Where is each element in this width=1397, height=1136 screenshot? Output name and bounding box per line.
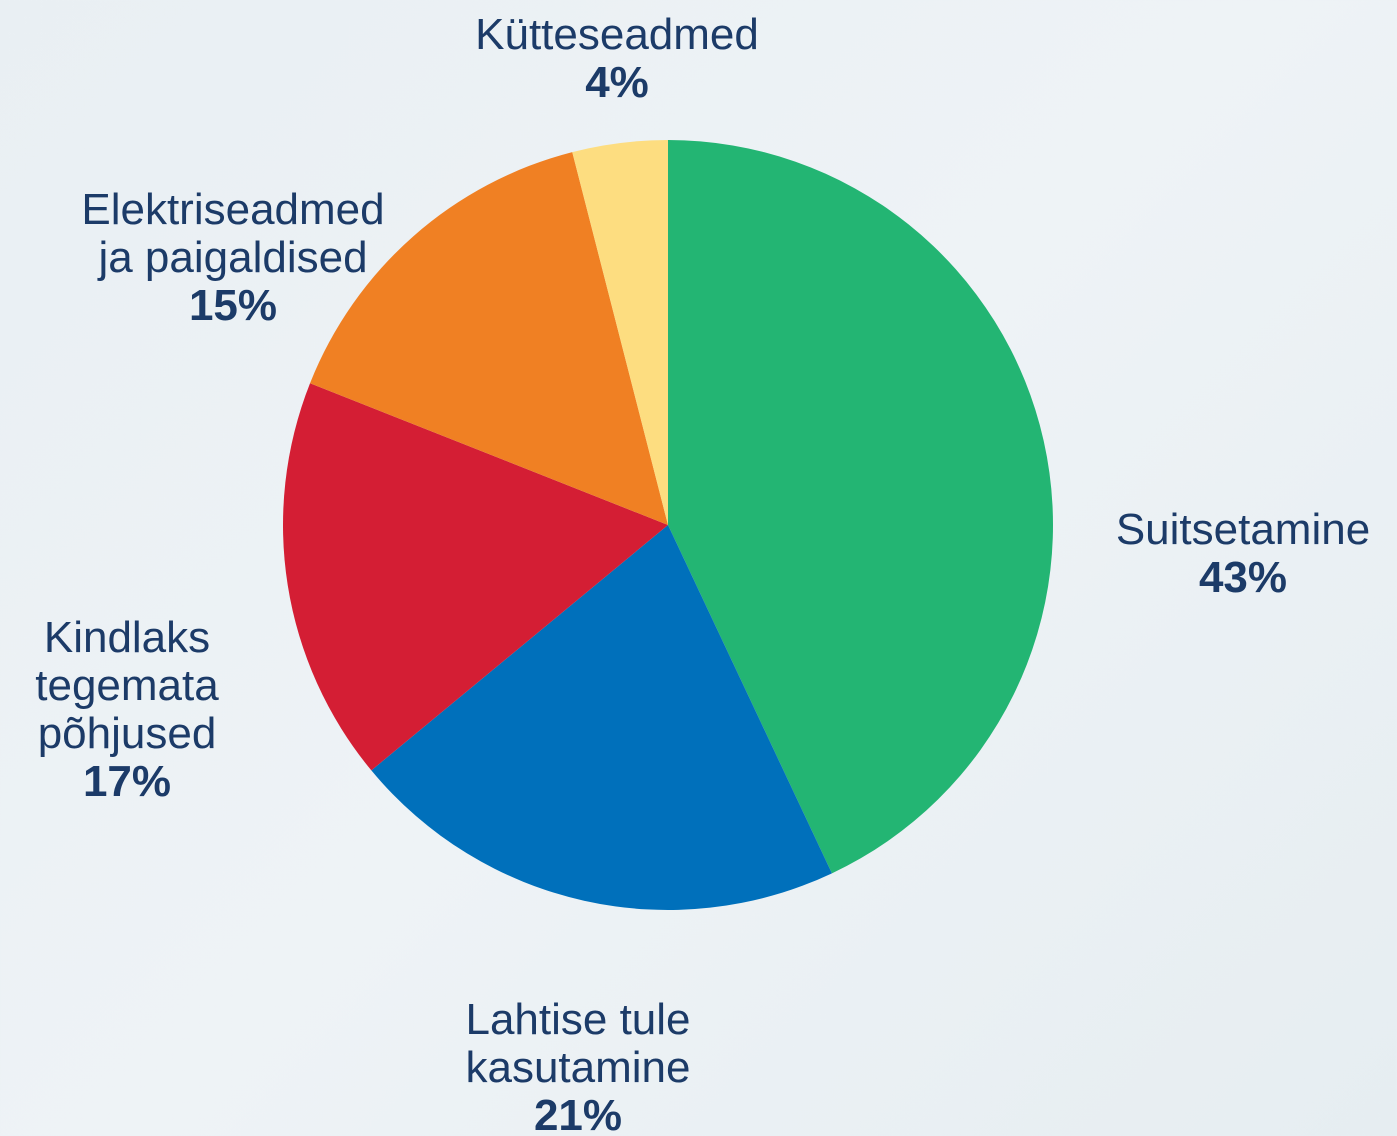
slice-label: Kütteseadmed 4%: [475, 11, 759, 107]
category-label: Kütteseadmed: [475, 10, 759, 59]
pie-slice: [310, 152, 668, 525]
value-label: 17%: [82, 757, 172, 806]
value-label: 21%: [533, 1091, 623, 1136]
pie-slice: [371, 525, 832, 910]
slice-label: Lahtise tule kasutamine 21%: [465, 996, 690, 1136]
category-label: Suitsetamine: [1115, 505, 1371, 554]
value-label: 4%: [585, 58, 649, 107]
value-label: 15%: [188, 281, 278, 330]
slice-label: Suitsetamine 43%: [1116, 506, 1370, 602]
pie-slice: [572, 140, 668, 525]
value-label: 43%: [1198, 553, 1288, 602]
slice-label: Kindlaks tegemata põhjused 17%: [35, 614, 218, 806]
category-label: Lahtise tule kasutamine: [465, 995, 691, 1092]
category-label: Kindlaks tegemata põhjused: [35, 613, 219, 758]
slice-label: Elektriseadmed ja paigaldised 15%: [81, 186, 384, 330]
pie-slice: [283, 383, 668, 771]
pie-slice: [668, 140, 1054, 874]
category-label: Elektriseadmed ja paigaldised: [81, 185, 385, 282]
